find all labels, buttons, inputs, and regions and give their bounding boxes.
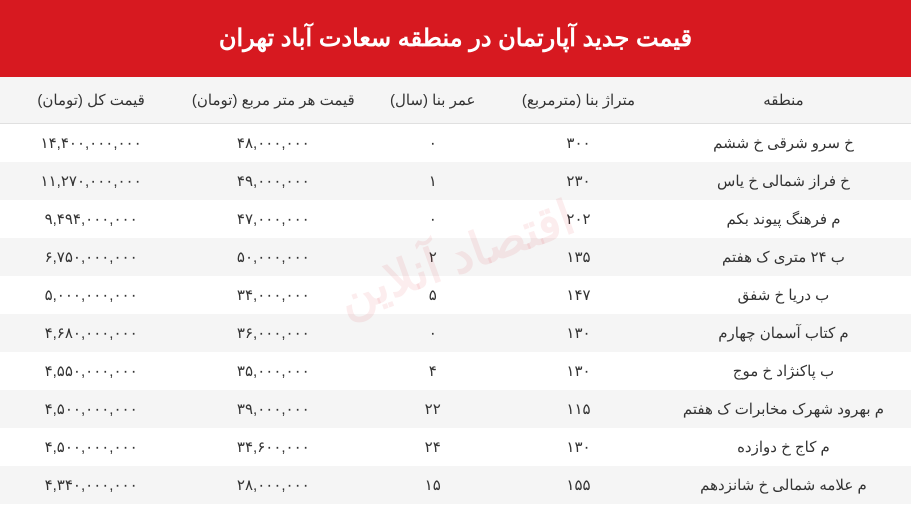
cell-region: ب ۲۴ متری ک هفتم: [656, 238, 911, 276]
table-row: ب پاکنژاد خ موج۱۳۰۴۳۵,۰۰۰,۰۰۰۴,۵۵۰,۰۰۰,۰…: [0, 352, 911, 390]
cell-age: ۴: [364, 352, 501, 390]
cell-total: ۱۱,۲۷۰,۰۰۰,۰۰۰: [0, 162, 182, 200]
cell-area: ۲۰۲: [501, 200, 656, 238]
price-table: منطقه متراژ بنا (مترمربع) عمر بنا (سال) …: [0, 77, 911, 504]
cell-total: ۹,۴۹۴,۰۰۰,۰۰۰: [0, 200, 182, 238]
cell-age: ۰: [364, 314, 501, 352]
cell-total: ۱۴,۴۰۰,۰۰۰,۰۰۰: [0, 124, 182, 163]
cell-total: ۴,۳۴۰,۰۰۰,۰۰۰: [0, 466, 182, 504]
cell-ppm: ۳۶,۰۰۰,۰۰۰: [182, 314, 364, 352]
cell-ppm: ۴۷,۰۰۰,۰۰۰: [182, 200, 364, 238]
cell-region: خ سرو شرقی خ ششم: [656, 124, 911, 163]
cell-total: ۴,۶۸۰,۰۰۰,۰۰۰: [0, 314, 182, 352]
cell-age: ۲: [364, 238, 501, 276]
cell-region: م کاج خ دوازده: [656, 428, 911, 466]
cell-ppm: ۳۹,۰۰۰,۰۰۰: [182, 390, 364, 428]
cell-age: ۱: [364, 162, 501, 200]
cell-ppm: ۳۴,۰۰۰,۰۰۰: [182, 276, 364, 314]
cell-area: ۲۳۰: [501, 162, 656, 200]
table-row: خ فراز شمالی خ یاس۲۳۰۱۴۹,۰۰۰,۰۰۰۱۱,۲۷۰,۰…: [0, 162, 911, 200]
col-header-total: قیمت کل (تومان): [0, 77, 182, 124]
cell-area: ۱۴۷: [501, 276, 656, 314]
table-row: م علامه شمالی خ شانزدهم۱۵۵۱۵۲۸,۰۰۰,۰۰۰۴,…: [0, 466, 911, 504]
cell-region: م فرهنگ پیوند بکم: [656, 200, 911, 238]
table-title: قیمت جدید آپارتمان در منطقه سعادت آباد ت…: [0, 0, 911, 77]
cell-area: ۱۱۵: [501, 390, 656, 428]
table-header-row: منطقه متراژ بنا (مترمربع) عمر بنا (سال) …: [0, 77, 911, 124]
col-header-age: عمر بنا (سال): [364, 77, 501, 124]
cell-age: ۱۵: [364, 466, 501, 504]
cell-total: ۶,۷۵۰,۰۰۰,۰۰۰: [0, 238, 182, 276]
table-row: م بهرود شهرک مخابرات ک هفتم۱۱۵۲۲۳۹,۰۰۰,۰…: [0, 390, 911, 428]
cell-region: م علامه شمالی خ شانزدهم: [656, 466, 911, 504]
table-body: خ سرو شرقی خ ششم۳۰۰۰۴۸,۰۰۰,۰۰۰۱۴,۴۰۰,۰۰۰…: [0, 124, 911, 505]
table-row: م کاج خ دوازده۱۳۰۲۴۳۴,۶۰۰,۰۰۰۴,۵۰۰,۰۰۰,۰…: [0, 428, 911, 466]
cell-region: م بهرود شهرک مخابرات ک هفتم: [656, 390, 911, 428]
col-header-ppm: قیمت هر متر مربع (تومان): [182, 77, 364, 124]
cell-region: ب دریا خ شفق: [656, 276, 911, 314]
cell-area: ۱۳۰: [501, 428, 656, 466]
cell-total: ۴,۵۰۰,۰۰۰,۰۰۰: [0, 428, 182, 466]
table-row: ب ۲۴ متری ک هفتم۱۳۵۲۵۰,۰۰۰,۰۰۰۶,۷۵۰,۰۰۰,…: [0, 238, 911, 276]
cell-region: م کتاب آسمان چهارم: [656, 314, 911, 352]
cell-total: ۵,۰۰۰,۰۰۰,۰۰۰: [0, 276, 182, 314]
cell-region: خ فراز شمالی خ یاس: [656, 162, 911, 200]
cell-age: ۰: [364, 124, 501, 163]
cell-ppm: ۴۸,۰۰۰,۰۰۰: [182, 124, 364, 163]
table-row: خ سرو شرقی خ ششم۳۰۰۰۴۸,۰۰۰,۰۰۰۱۴,۴۰۰,۰۰۰…: [0, 124, 911, 163]
cell-age: ۵: [364, 276, 501, 314]
col-header-area: متراژ بنا (مترمربع): [501, 77, 656, 124]
table-row: م کتاب آسمان چهارم۱۳۰۰۳۶,۰۰۰,۰۰۰۴,۶۸۰,۰۰…: [0, 314, 911, 352]
cell-area: ۱۳۰: [501, 314, 656, 352]
col-header-region: منطقه: [656, 77, 911, 124]
cell-region: ب پاکنژاد خ موج: [656, 352, 911, 390]
cell-area: ۱۳۵: [501, 238, 656, 276]
cell-area: ۱۵۵: [501, 466, 656, 504]
cell-total: ۴,۵۰۰,۰۰۰,۰۰۰: [0, 390, 182, 428]
cell-ppm: ۳۴,۶۰۰,۰۰۰: [182, 428, 364, 466]
cell-total: ۴,۵۵۰,۰۰۰,۰۰۰: [0, 352, 182, 390]
cell-age: ۰: [364, 200, 501, 238]
cell-ppm: ۲۸,۰۰۰,۰۰۰: [182, 466, 364, 504]
cell-area: ۱۳۰: [501, 352, 656, 390]
cell-age: ۲۴: [364, 428, 501, 466]
cell-age: ۲۲: [364, 390, 501, 428]
cell-ppm: ۳۵,۰۰۰,۰۰۰: [182, 352, 364, 390]
cell-ppm: ۴۹,۰۰۰,۰۰۰: [182, 162, 364, 200]
table-row: ب دریا خ شفق۱۴۷۵۳۴,۰۰۰,۰۰۰۵,۰۰۰,۰۰۰,۰۰۰: [0, 276, 911, 314]
cell-area: ۳۰۰: [501, 124, 656, 163]
table-row: م فرهنگ پیوند بکم۲۰۲۰۴۷,۰۰۰,۰۰۰۹,۴۹۴,۰۰۰…: [0, 200, 911, 238]
cell-ppm: ۵۰,۰۰۰,۰۰۰: [182, 238, 364, 276]
